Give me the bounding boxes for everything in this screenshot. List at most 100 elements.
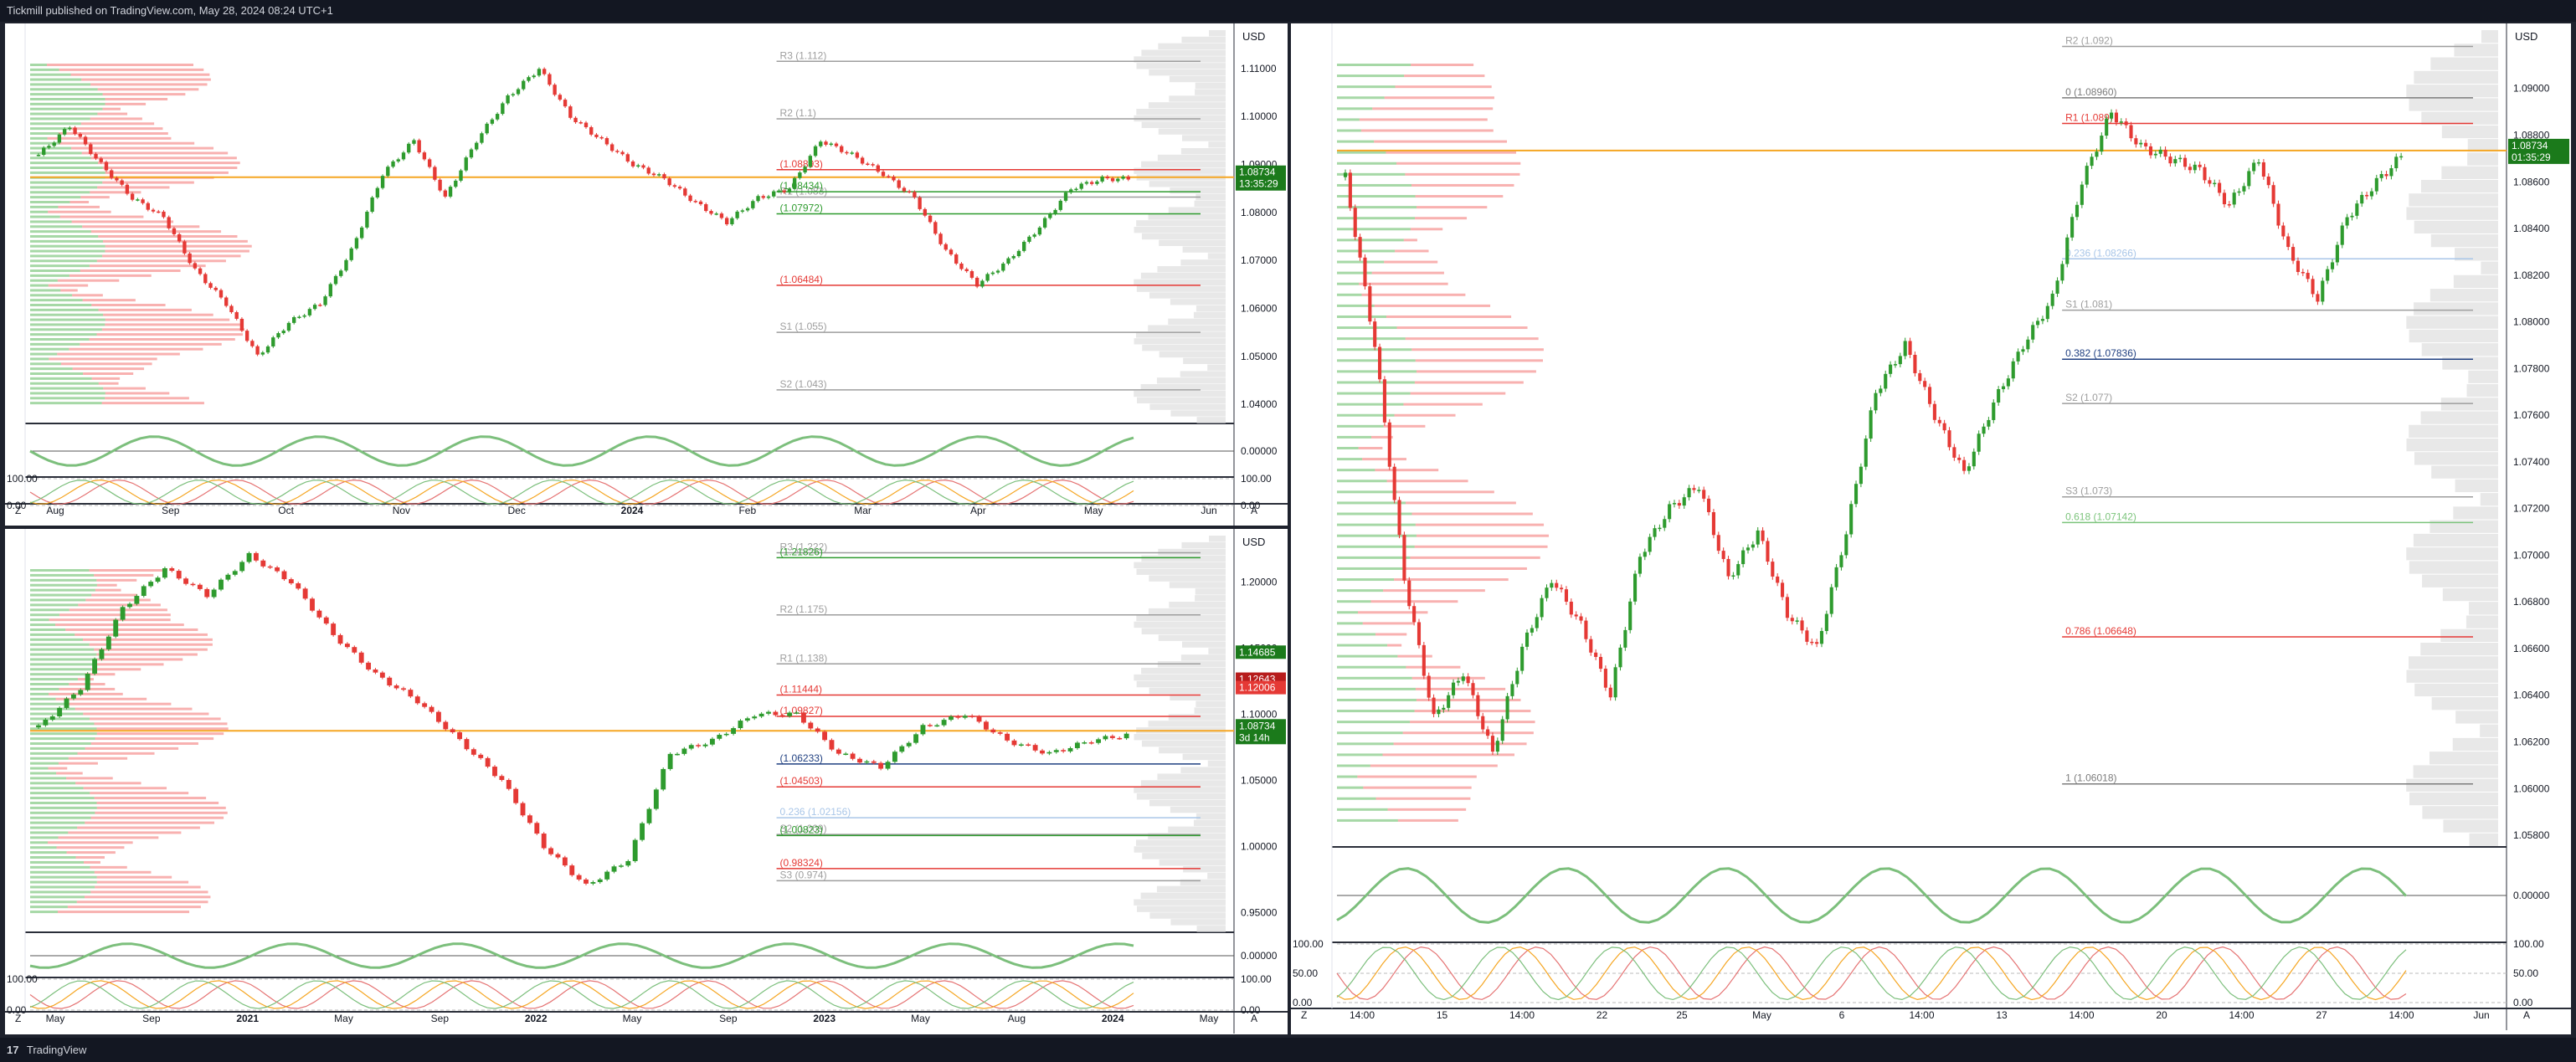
chart-svg-weekly[interactable]: USD1.200001.150001.100001.050001.000000.… (5, 529, 1288, 1034)
y-tick-label: 1.06000 (1241, 302, 1278, 314)
candle-body (731, 728, 737, 734)
volume-profile-sell (59, 68, 204, 71)
candle-body (752, 716, 758, 719)
candle-body (1987, 419, 1991, 427)
volume-profile-sell (1410, 721, 1535, 724)
volume-profile-buy (30, 826, 78, 829)
level-label: (1.21826) (780, 546, 823, 557)
candle-body (1638, 557, 1642, 574)
volume-profile-sell (90, 156, 237, 160)
candle-body (1100, 177, 1104, 182)
stoch-label: 0.00 (1241, 1004, 1261, 1016)
volume-profile-bar (1134, 167, 1226, 174)
candle-body (1126, 176, 1130, 180)
volume-profile-sell (95, 663, 164, 666)
candle-body (499, 776, 505, 781)
volume-profile-bar (1181, 541, 1226, 549)
volume-profile-sell (1357, 611, 1428, 614)
volume-profile-buy (1337, 490, 1397, 494)
candle-body (464, 739, 470, 750)
volume-profile-sell (94, 648, 208, 651)
volume-profile-bar (1141, 161, 1226, 168)
volume-profile-sell (1404, 74, 1485, 78)
volume-profile-sell (72, 367, 145, 371)
candle-body (366, 662, 372, 670)
candle-body (1343, 172, 1348, 177)
stoch-line (1336, 946, 2407, 1000)
volume-profile-buy (30, 742, 91, 745)
chart-svg-hourly[interactable]: USD 1.09000 1.08800 1.08600 1.08400 1.08200 1.… (1291, 23, 2571, 1034)
candle-body (2045, 305, 2049, 320)
candle-body (822, 731, 828, 741)
candle-body (2080, 184, 2084, 205)
candle-body (1589, 639, 1593, 653)
volume-profile-sell (57, 911, 190, 914)
x-tick-label: Sep (431, 1013, 450, 1024)
volume-profile-buy (30, 78, 82, 81)
candle-body (1736, 564, 1740, 576)
volume-profile-buy (30, 186, 98, 189)
volume-profile-bar (1207, 364, 1226, 371)
volume-profile-sell (1374, 140, 1508, 143)
candle-body (881, 172, 886, 177)
volume-profile-sell (1360, 129, 1494, 132)
chart-panel-weekly[interactable]: USD1.200001.150001.100001.050001.000000.… (5, 529, 1288, 1034)
volume-profile-bar (1148, 608, 1226, 615)
candle-body (1918, 372, 1922, 382)
volume-profile-sell (1362, 622, 1414, 625)
candle-body (105, 636, 111, 649)
volume-profile-buy (30, 264, 90, 268)
chart-panel-daily[interactable]: USD 1.11000 1.10000 1.09000 1.08000 1.07000 1.… (5, 23, 1288, 526)
stoch-label-left: 50.00 (1293, 967, 1318, 979)
candle-body (1790, 618, 1794, 622)
volume-profile-bar (1136, 793, 1226, 800)
candle-body (1648, 536, 1652, 552)
candle-body (1363, 257, 1367, 287)
volume-profile-buy (30, 746, 85, 750)
volume-profile-buy (1337, 622, 1363, 625)
candle-body (980, 280, 985, 287)
x-tick-label: 14:00 (2388, 1009, 2414, 1021)
volume-profile-buy (30, 707, 75, 711)
volume-profile-buy (30, 93, 103, 96)
volume-profile-buy (1337, 731, 1403, 735)
candle-body (2222, 192, 2227, 205)
volume-profile-sell (105, 397, 189, 400)
candle-body (1402, 535, 1406, 581)
volume-profile-sell (80, 196, 110, 199)
volume-profile-buy (30, 851, 67, 854)
volume-profile-bar (1140, 384, 1226, 391)
volume-profile-bar (1159, 351, 1226, 358)
candle-body (1006, 258, 1010, 264)
candle-body (2153, 153, 2157, 156)
candle-body (2394, 156, 2399, 168)
candle-body (907, 191, 912, 193)
volume-profile-buy (30, 613, 59, 617)
candle-body (843, 753, 849, 756)
volume-profile-buy (1337, 64, 1411, 66)
volume-profile-sell (1405, 172, 1520, 176)
candle-body (1952, 447, 1956, 458)
volume-profile-buy (30, 156, 91, 160)
volume-profile-bar (1136, 614, 1226, 622)
candle-body (438, 179, 442, 191)
candle-body (906, 742, 912, 746)
volume-profile-buy (1337, 315, 1386, 318)
chart-panel-hourly[interactable]: USD 1.09000 1.08800 1.08600 1.08400 1.08200 1.… (1291, 23, 2571, 1034)
candle-body (1042, 218, 1047, 228)
brand-text[interactable]: TradingView (26, 1044, 87, 1056)
candle-body (1702, 490, 1706, 499)
price-tag-value: 1.12006 (1239, 682, 1276, 694)
candle-body (1746, 547, 1751, 551)
chart-svg-daily[interactable]: USD1.110001.100001.090001.080001.070001.… (5, 23, 1288, 526)
x-tick-label: Jun (2473, 1009, 2489, 1021)
volume-profile-sell (65, 628, 198, 631)
candle-body (1095, 181, 1099, 184)
candle-body (1603, 669, 1607, 688)
volume-profile-bar (1207, 760, 1226, 767)
volume-profile-sell (95, 737, 214, 741)
candle-body (157, 211, 161, 213)
volume-profile-sell (1359, 282, 1448, 285)
candle-body (115, 177, 119, 181)
volume-profile-buy (30, 683, 69, 686)
